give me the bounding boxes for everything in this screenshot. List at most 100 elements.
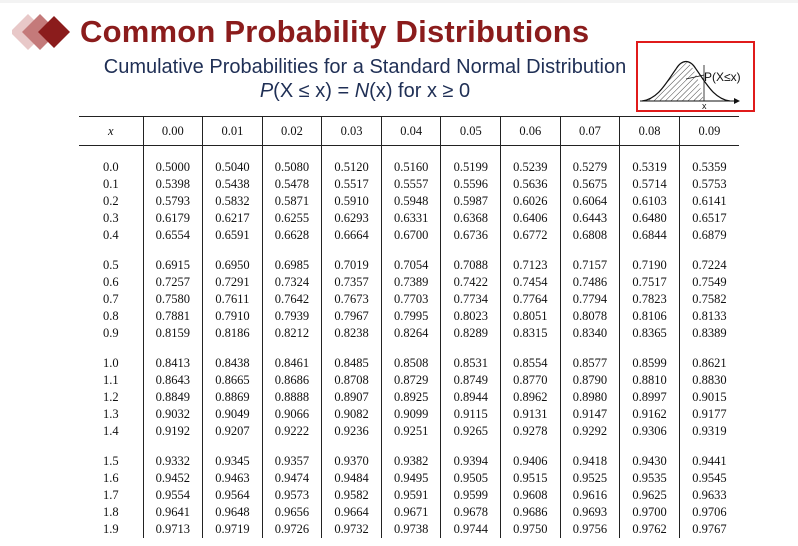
probability-cell: 0.9474 [261, 470, 322, 487]
probability-cell: 0.6406 [500, 210, 561, 227]
probability-cell: 0.7389 [380, 274, 441, 291]
column-header: 0.08 [619, 116, 680, 146]
probability-cell: 0.9251 [380, 423, 441, 440]
probability-cell: 0.9370 [321, 453, 382, 470]
probability-cell: 0.9357 [261, 453, 322, 470]
group-spacer [79, 342, 739, 355]
probability-cell: 0.7224 [678, 257, 739, 274]
column-header: 0.04 [380, 116, 441, 146]
group-spacer [79, 145, 739, 159]
column-header: 0.02 [261, 116, 322, 146]
probability-cell: 0.5636 [500, 176, 561, 193]
probability-cell: 0.7611 [202, 291, 263, 308]
column-header: 0.00 [142, 116, 203, 146]
probability-cell: 0.6255 [261, 210, 322, 227]
probability-cell: 0.8686 [261, 372, 322, 389]
probability-cell: 0.9554 [142, 487, 203, 504]
probability-cell: 0.8078 [559, 308, 620, 325]
table-row: 1.1 0.8643 0.8665 0.8686 0.8708 0.8729 0.8749 0… [79, 372, 739, 389]
probability-cell: 0.9582 [321, 487, 382, 504]
probability-cell: 0.7019 [321, 257, 382, 274]
probability-cell: 0.9719 [202, 521, 263, 538]
probability-cell: 0.7764 [500, 291, 561, 308]
probability-cell: 0.9656 [261, 504, 322, 521]
probability-cell: 0.7794 [559, 291, 620, 308]
probability-cell: 0.8849 [142, 389, 203, 406]
probability-cell: 0.9648 [202, 504, 263, 521]
probability-cell: 0.9265 [440, 423, 501, 440]
probability-cell: 0.5279 [559, 159, 620, 176]
spacer-cell [261, 440, 322, 453]
probability-cell: 0.9177 [678, 406, 739, 423]
table-row: 1.5 0.9332 0.9345 0.9357 0.9370 0.9382 0.9394 0… [79, 453, 739, 470]
probability-cell: 0.9633 [678, 487, 739, 504]
column-header: 0.07 [559, 116, 620, 146]
spacer-cell [678, 145, 739, 159]
probability-cell: 0.5438 [202, 176, 263, 193]
probability-cell: 0.6293 [321, 210, 382, 227]
probability-cell: 0.8289 [440, 325, 501, 342]
probability-cell: 0.9099 [380, 406, 441, 423]
probability-cell: 0.6368 [440, 210, 501, 227]
probability-cell: 0.7357 [321, 274, 382, 291]
probability-cell: 0.9332 [142, 453, 203, 470]
probability-cell: 0.7422 [440, 274, 501, 291]
probability-cell: 0.8749 [440, 372, 501, 389]
probability-cell: 0.7642 [261, 291, 322, 308]
spacer-cell [202, 145, 263, 159]
probability-cell: 0.7123 [500, 257, 561, 274]
probability-cell: 0.8599 [619, 355, 680, 372]
probability-cell: 0.8413 [142, 355, 203, 372]
probability-cell: 0.9406 [500, 453, 561, 470]
spacer-cell [678, 440, 739, 453]
page-subtitle: Cumulative Probabilities for a Standard … [103, 56, 627, 78]
probability-cell: 0.7324 [261, 274, 322, 291]
probability-cell: 0.8023 [440, 308, 501, 325]
probability-cell: 0.9693 [559, 504, 620, 521]
probability-cell: 0.8980 [559, 389, 620, 406]
spacer-cell [678, 342, 739, 355]
probability-cell: 0.5359 [678, 159, 739, 176]
probability-cell: 0.9515 [500, 470, 561, 487]
probability-cell: 0.9131 [500, 406, 561, 423]
probability-cell: 0.9591 [380, 487, 441, 504]
probability-cell: 0.9525 [559, 470, 620, 487]
row-label-x: 1.2 [102, 390, 119, 404]
probability-cell: 0.6950 [202, 257, 263, 274]
table-row: 0.3 0.6179 0.6217 0.6255 0.6293 0.6331 0.6368 0… [79, 210, 739, 227]
probability-cell: 0.5910 [321, 193, 382, 210]
probability-cell: 0.8508 [380, 355, 441, 372]
probability-cell: 0.8340 [559, 325, 620, 342]
spacer-cell [559, 145, 620, 159]
row-label-x: 0.8 [102, 309, 119, 323]
probability-cell: 0.8461 [261, 355, 322, 372]
row-label-x: 1.7 [102, 488, 119, 502]
probability-cell: 0.8106 [619, 308, 680, 325]
probability-cell: 0.9484 [321, 470, 382, 487]
probability-cell: 0.9222 [261, 423, 322, 440]
probability-cell: 0.9278 [500, 423, 561, 440]
probability-cell: 0.8810 [619, 372, 680, 389]
spacer-cell [380, 342, 441, 355]
spacer-cell [380, 244, 441, 257]
probability-cell: 0.6179 [142, 210, 203, 227]
probability-cell: 0.5987 [440, 193, 501, 210]
probability-cell: 0.9573 [261, 487, 322, 504]
probability-cell: 0.6026 [500, 193, 561, 210]
probability-cell: 0.9319 [678, 423, 739, 440]
diamond-logo-icon [12, 14, 70, 50]
group-spacer [79, 244, 739, 257]
probability-cell: 0.9641 [142, 504, 203, 521]
spacer-cell [619, 440, 680, 453]
probability-cell: 0.5319 [619, 159, 680, 176]
table-row: 0.2 0.5793 0.5832 0.5871 0.5910 0.5948 0.5987 0… [79, 193, 739, 210]
probability-cell: 0.7995 [380, 308, 441, 325]
top-bar [0, 0, 798, 3]
probability-cell: 0.6141 [678, 193, 739, 210]
probability-cell: 0.7257 [142, 274, 203, 291]
probability-cell: 0.8869 [202, 389, 263, 406]
probability-cell: 0.8159 [142, 325, 203, 342]
probability-cell: 0.8621 [678, 355, 739, 372]
probability-cell: 0.8365 [619, 325, 680, 342]
probability-cell: 0.6480 [619, 210, 680, 227]
